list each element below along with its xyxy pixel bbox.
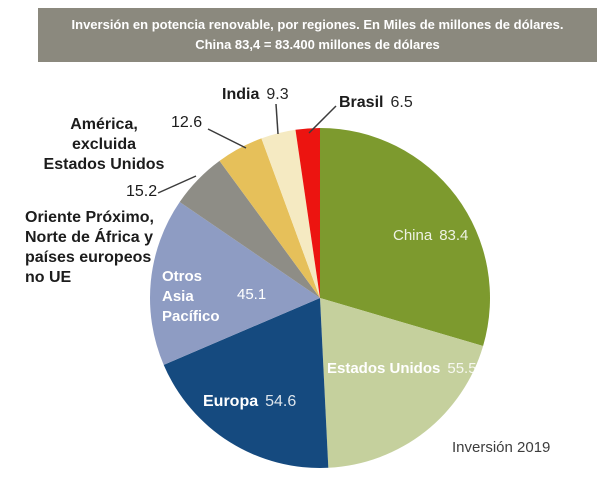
label-brasil-name: Brasil [339, 94, 384, 111]
leader-line-oriente [157, 175, 197, 194]
label-oriente-name: Oriente Próximo, Norte de África y paíse… [25, 209, 154, 286]
label-india: India 9.3 [222, 86, 289, 104]
label-america-value: 12.6 [171, 114, 203, 131]
pie-slice-america-excluida-eeuu [219, 138, 320, 298]
label-china-name: China [393, 227, 433, 244]
pie-slice-estados-unidos [320, 298, 484, 468]
label-otros: Otros Asia Pacífico [162, 267, 220, 327]
annotation-inversion-2019: Inversión 2019 [452, 439, 551, 456]
pie-slice-europa [163, 298, 329, 469]
pie-slices [149, 128, 491, 469]
leader-line-america [207, 128, 247, 149]
chart-title-banner: Inversión en potencia renovable, por reg… [38, 8, 597, 62]
pie-slice-otros-asia-pacifico [149, 202, 320, 365]
pie-slice-brasil [295, 128, 320, 298]
label-brasil: Brasil 6.5 [339, 94, 413, 112]
label-india-name: India [222, 86, 260, 103]
label-brasil-value: 6.5 [390, 94, 413, 111]
chart-title-line2: China 83,4 = 83.400 millones de dólares [195, 37, 440, 52]
label-india-value: 9.3 [266, 86, 289, 103]
leader-line-brasil [308, 105, 337, 134]
label-estados-name: Estados Unidos [327, 360, 441, 377]
label-america-name: América, excluida Estados Unidos [43, 116, 165, 173]
label-europa-name: Europa [203, 393, 259, 410]
leader-line-india [275, 103, 279, 135]
chart-title-line1: Inversión en potencia renovable, por reg… [71, 17, 564, 32]
label-china: China 83.4 [393, 227, 468, 244]
label-estados: Estados Unidos 55.5 [327, 360, 477, 377]
label-otros-value: 45.1 [237, 286, 267, 303]
label-otros-name: Otros Asia Pacífico [162, 268, 220, 325]
pie-slice-china [320, 128, 491, 346]
label-europa: Europa 54.6 [203, 393, 296, 411]
label-china-value: 83.4 [439, 227, 469, 244]
label-estados-value: 55.5 [447, 360, 477, 377]
pie-slice-india [261, 129, 320, 298]
label-europa-value: 54.6 [265, 393, 297, 410]
label-oriente-value: 15.2 [126, 183, 158, 200]
pie-slice-oriente-proximo [179, 160, 320, 298]
leader-lines [157, 103, 337, 194]
